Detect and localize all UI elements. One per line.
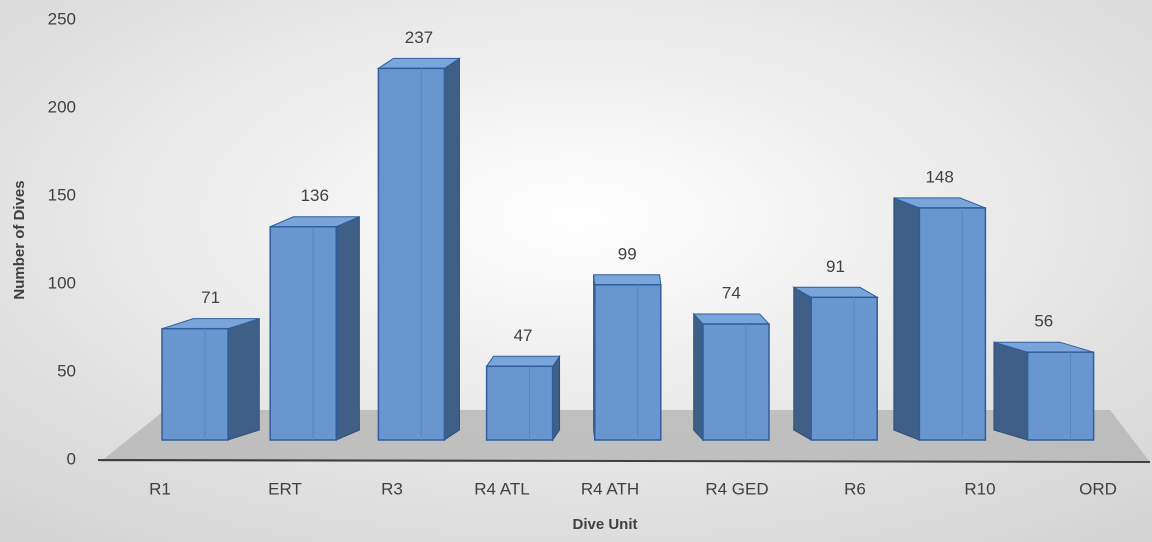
bar-side: [693, 312, 704, 442]
value-label: 71: [201, 288, 220, 307]
bar: [702, 323, 770, 441]
bar-top: [485, 355, 561, 367]
x-axis-title: Dive Unit: [572, 516, 637, 533]
y-tick-label: 250: [48, 9, 76, 28]
value-label: 47: [514, 326, 533, 345]
y-tick-label: 50: [57, 361, 76, 380]
bar: [594, 284, 662, 441]
bar-top: [376, 57, 462, 69]
bar-side: [993, 341, 1029, 441]
bar-top: [593, 274, 662, 286]
x-tick-label: R4 ATL: [474, 479, 529, 498]
x-tick-label: ERT: [268, 479, 302, 498]
bar: [1026, 351, 1095, 441]
value-label: 237: [405, 28, 433, 47]
y-tick-label: 0: [67, 449, 76, 468]
value-label: 136: [301, 186, 329, 205]
bar-side: [893, 197, 920, 441]
x-axis: [97, 459, 1151, 463]
bar: [485, 365, 554, 441]
y-tick-label: 100: [48, 273, 76, 292]
value-label: 56: [1034, 312, 1053, 331]
x-tick-label: R4 GED: [705, 479, 768, 498]
bar: [810, 296, 878, 441]
y-tick-label: 200: [48, 97, 76, 116]
bar-side: [793, 286, 812, 441]
bar: [377, 67, 446, 441]
y-tick-label: 150: [48, 185, 76, 204]
x-tick-label: R4 ATH: [581, 479, 639, 498]
x-tick-label: ORD: [1079, 479, 1117, 498]
value-label: 74: [722, 283, 741, 302]
value-label: 148: [925, 167, 953, 186]
x-tick-label: R1: [149, 479, 171, 498]
bar-side: [227, 317, 260, 441]
bar-side: [335, 215, 360, 441]
x-tick-label: R10: [964, 479, 995, 498]
bar: [269, 226, 337, 441]
value-label: 99: [618, 244, 637, 263]
x-tick-label: R3: [381, 479, 403, 498]
y-axis-title: Number of Dives: [11, 180, 28, 299]
bar-side: [443, 57, 460, 441]
x-tick-label: R6: [844, 479, 866, 498]
bar-top: [692, 313, 771, 325]
bar: [918, 207, 987, 441]
bar-side: [552, 354, 561, 442]
value-label: 91: [826, 257, 845, 276]
bar: [161, 327, 229, 441]
